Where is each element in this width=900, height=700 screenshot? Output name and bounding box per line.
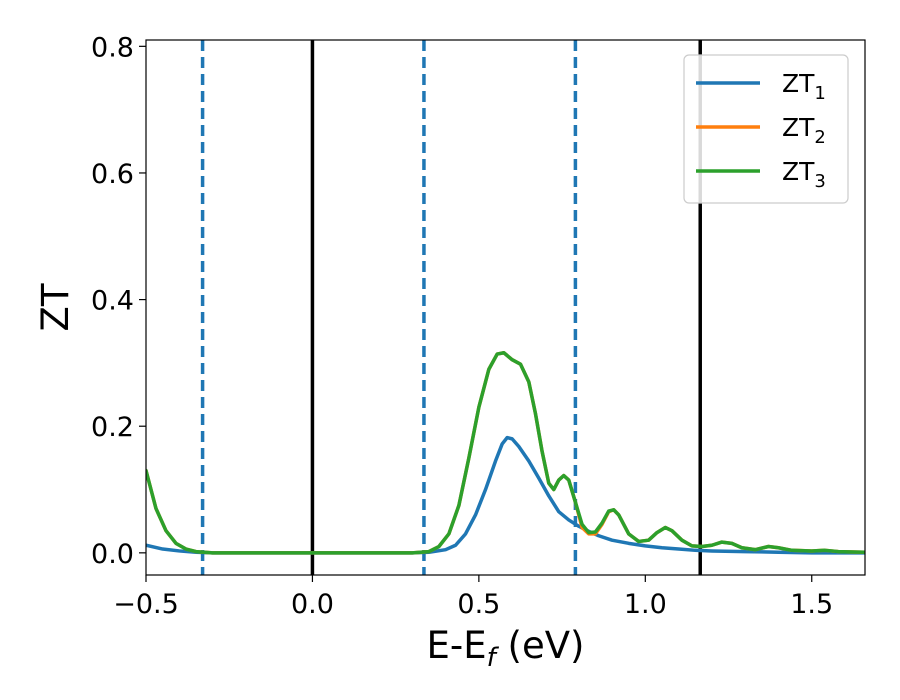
legend-label-zt1: ZT1 — [782, 69, 826, 104]
y-axis-title: ZT — [34, 283, 77, 331]
y-axis: 0.0 0.2 0.4 0.6 0.8 — [91, 32, 146, 570]
x-tick-label: 0.0 — [291, 589, 334, 620]
series-line-zt2 — [146, 351, 865, 555]
series-layer — [146, 351, 865, 555]
y-tick-label: 0.8 — [91, 32, 134, 63]
legend-label-zt2: ZT2 — [782, 113, 826, 148]
y-tick-label: 0.0 — [91, 539, 134, 570]
x-tick-label: −0.5 — [113, 589, 179, 620]
y-tick-label: 0.4 — [91, 286, 134, 317]
x-axis-title: E-Ef (eV) — [427, 624, 585, 673]
legend-label-zt3: ZT3 — [782, 157, 826, 192]
series-line-zt3 — [146, 351, 865, 555]
series-line-zt1 — [146, 435, 865, 555]
x-tick-label: 0.5 — [457, 589, 500, 620]
y-tick-label: 0.6 — [91, 159, 134, 190]
y-tick-label: 0.2 — [91, 412, 134, 443]
x-tick-label: 1.5 — [790, 589, 833, 620]
plot-frame — [145, 39, 866, 576]
legend: ZT1 ZT2 ZT3 — [683, 54, 849, 204]
legend-box — [683, 54, 849, 204]
x-tick-label: 1.0 — [624, 589, 667, 620]
reference-lines — [200, 40, 702, 575]
x-axis: −0.5 0.0 0.5 1.0 1.5 — [113, 575, 833, 620]
